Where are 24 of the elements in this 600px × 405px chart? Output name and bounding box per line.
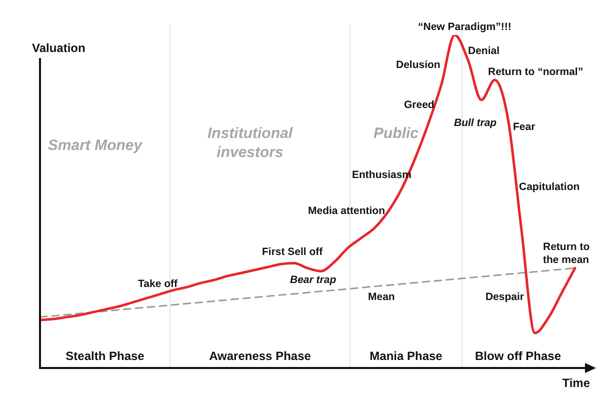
annotation: Institutional investors xyxy=(208,125,294,161)
text: “New Paradigm”!!! xyxy=(418,21,512,33)
annotation: Mania Phase xyxy=(370,349,443,363)
annotation: Greed xyxy=(404,99,434,111)
y-axis-title: Valuation xyxy=(32,41,86,55)
annotation: Blow off Phase xyxy=(474,349,562,363)
annotation: Media attention xyxy=(308,205,386,217)
annotation: Return to the mean xyxy=(543,241,590,266)
annotation: Capitulation xyxy=(519,181,580,193)
annotation: Awareness Phase xyxy=(209,349,312,363)
annotation: Despair xyxy=(485,291,524,303)
annotation: First Sell off xyxy=(262,246,324,258)
annotation: Smart Money xyxy=(48,137,143,154)
annotation: Denial xyxy=(468,45,500,57)
annotation: Bear trap xyxy=(290,274,337,286)
annotation: Stealth Phase xyxy=(66,349,145,363)
annotation: Return to “normal” xyxy=(488,66,584,78)
annotation: Delusion xyxy=(396,59,440,71)
annotation: Bull trap xyxy=(454,117,498,129)
x-axis-title: Time xyxy=(562,376,590,390)
annotation: Public xyxy=(373,125,420,142)
annotation: Mean xyxy=(368,291,395,303)
annotation: Fear xyxy=(513,121,536,133)
annotation: Take off xyxy=(138,278,178,290)
